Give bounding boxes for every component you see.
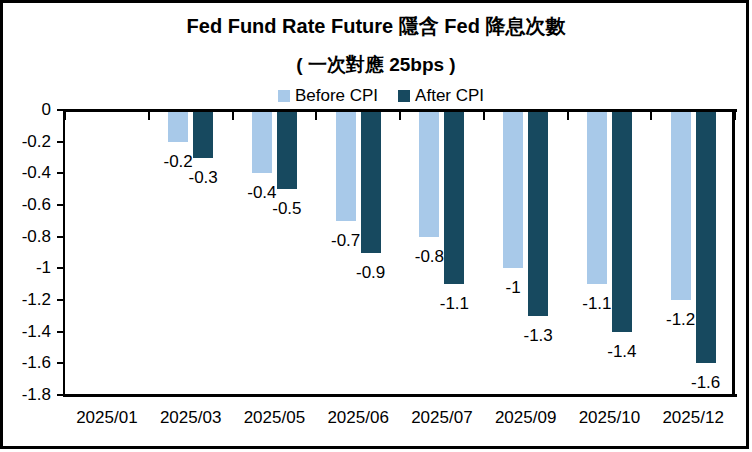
x-axis-tick xyxy=(232,112,234,120)
data-label: -0.5 xyxy=(259,200,315,218)
y-axis-line xyxy=(63,110,65,397)
bar-before-cpi xyxy=(336,110,356,221)
bar-after-cpi xyxy=(444,110,464,284)
y-axis-tick xyxy=(57,236,63,238)
y-axis-tick xyxy=(57,141,63,143)
bar-after-cpi xyxy=(528,110,548,316)
bar-chart: Fed Fund Rate Future 隱含 Fed 降息次數 ( 一次對應 … xyxy=(0,0,752,452)
y-axis-tick xyxy=(57,331,63,333)
x-axis-tick xyxy=(148,112,150,120)
x-axis-label: 2025/05 xyxy=(233,409,317,427)
bar-after-cpi xyxy=(193,110,213,158)
data-label: -0.3 xyxy=(175,169,231,187)
x-axis-label: 2025/01 xyxy=(65,409,149,427)
x-axis-label: 2025/10 xyxy=(568,409,652,427)
bar-before-cpi xyxy=(671,110,691,300)
y-axis-label: -0.4 xyxy=(3,164,51,182)
chart-subtitle: ( 一次對應 25bps ) xyxy=(0,52,752,78)
y-axis-tick xyxy=(57,172,63,174)
chart-title: Fed Fund Rate Future 隱含 Fed 降息次數 xyxy=(0,13,752,39)
bar-before-cpi xyxy=(587,110,607,284)
y-axis-tick xyxy=(57,394,63,396)
bar-before-cpi xyxy=(168,110,188,142)
x-axis-tick xyxy=(650,112,652,120)
legend-item-after-cpi[interactable]: After CPI xyxy=(398,86,484,106)
data-label: -1.4 xyxy=(594,343,650,361)
plot-bottom-border xyxy=(63,394,737,397)
legend-label: After CPI xyxy=(415,86,484,106)
legend-swatch-after-cpi xyxy=(398,90,410,102)
y-axis-tick xyxy=(57,204,63,206)
data-label: -1.6 xyxy=(678,374,734,392)
bar-after-cpi xyxy=(696,110,716,363)
y-axis-label: -0.2 xyxy=(3,133,51,151)
x-axis-tick xyxy=(567,112,569,120)
x-axis-tick xyxy=(734,112,736,120)
x-axis-label: 2025/12 xyxy=(651,409,735,427)
x-axis-label: 2025/03 xyxy=(149,409,233,427)
bar-after-cpi xyxy=(277,110,297,189)
x-axis-tick xyxy=(64,112,66,120)
y-axis-label: -1.8 xyxy=(3,386,51,404)
x-axis-label: 2025/09 xyxy=(484,409,568,427)
data-label: -1.3 xyxy=(510,327,566,345)
x-axis-label: 2025/07 xyxy=(400,409,484,427)
x-axis-tick xyxy=(399,112,401,120)
y-axis-label: -0.6 xyxy=(3,196,51,214)
data-label: -1.1 xyxy=(426,295,482,313)
y-axis-label: -1.4 xyxy=(3,323,51,341)
y-axis-tick xyxy=(57,362,63,364)
x-axis-tick xyxy=(483,112,485,120)
y-axis-label: 0 xyxy=(3,101,51,119)
bar-before-cpi xyxy=(419,110,439,237)
y-axis-tick xyxy=(57,299,63,301)
data-label: -0.9 xyxy=(343,264,399,282)
plot-right-border xyxy=(732,110,735,397)
y-axis-label: -1.2 xyxy=(3,291,51,309)
y-axis-tick xyxy=(57,109,63,111)
legend-swatch-before-cpi xyxy=(278,90,290,102)
bar-after-cpi xyxy=(612,110,632,332)
x-axis-tick xyxy=(315,112,317,120)
y-axis-label: -1 xyxy=(3,259,51,277)
x-axis-label: 2025/06 xyxy=(316,409,400,427)
y-axis-label: -1.6 xyxy=(3,354,51,372)
legend-item-before-cpi[interactable]: Before CPI xyxy=(278,86,378,106)
legend: Before CPI After CPI xyxy=(5,86,752,106)
bar-before-cpi xyxy=(503,110,523,268)
y-axis-tick xyxy=(57,267,63,269)
legend-label: Before CPI xyxy=(295,86,378,106)
bar-after-cpi xyxy=(361,110,381,253)
bar-before-cpi xyxy=(252,110,272,173)
y-axis-label: -0.8 xyxy=(3,228,51,246)
